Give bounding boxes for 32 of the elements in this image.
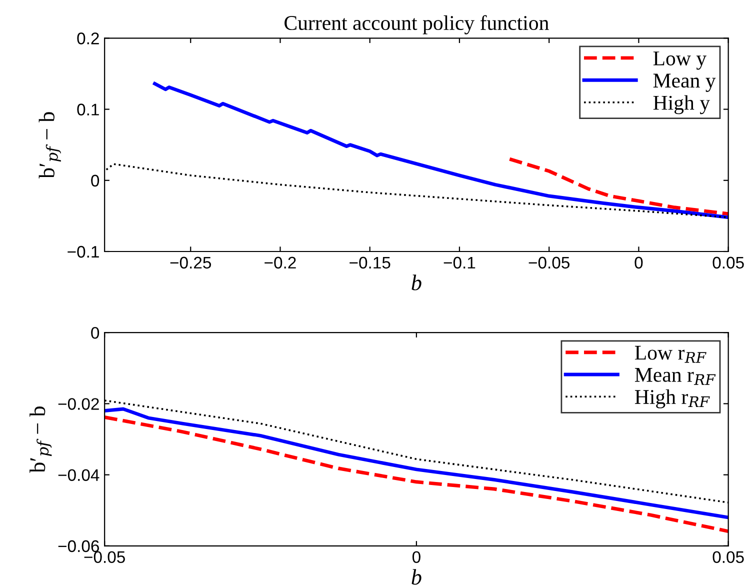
x-tick-label: −0.1 (444, 256, 476, 269)
x-axis-title: b (412, 274, 422, 290)
y-tick-label: 0.2 (77, 32, 99, 44)
y-tick-label: 0 (91, 174, 100, 187)
legend-label: Mean y (653, 74, 716, 92)
y-tick-label: 0 (91, 326, 100, 339)
y-axis-title: b′$_{pf}$ − b (30, 406, 52, 473)
x-tick-label: −0.2 (264, 256, 296, 269)
x-tick-label: 0 (412, 551, 420, 564)
legend-label: Mean r$_{RF}$ (634, 368, 716, 385)
x-tick-label: −0.05 (84, 551, 125, 564)
line-series (104, 407, 728, 520)
line-series (508, 157, 728, 216)
line-series (104, 415, 728, 534)
x-tick-label: −0.25 (170, 256, 211, 269)
x-tick-label: 0.05 (712, 256, 744, 269)
y-tick-label: −0.06 (58, 540, 99, 552)
y-tick-label: −0.02 (58, 398, 99, 410)
y-tick-label: −0.1 (68, 246, 99, 258)
legend-label: Low r$_{RF}$ (634, 346, 706, 363)
x-tick-label: 0 (634, 256, 643, 269)
y-tick-label: 0.1 (77, 104, 99, 116)
y-axis-title: b′$_{pf}$ − b (38, 112, 61, 178)
x-tick-label: −0.05 (528, 256, 570, 269)
legend-label: High y (653, 95, 710, 114)
legend-label: Low y (653, 52, 706, 70)
legend-label: High r$_{RF}$ (634, 389, 710, 408)
x-tick-label: 0.05 (712, 551, 744, 564)
chart-title: Current account policy function (284, 15, 549, 34)
x-tick-label: −0.15 (350, 256, 390, 269)
x-axis-title: b (412, 569, 422, 585)
y-tick-label: −0.04 (58, 469, 100, 481)
